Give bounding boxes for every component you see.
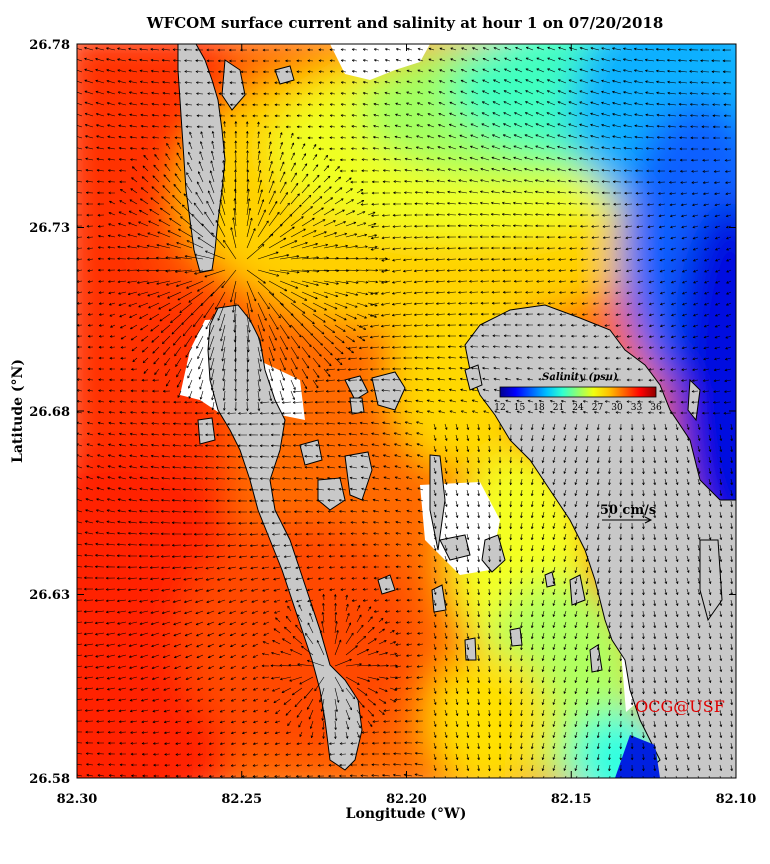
map-title: WFCOM surface current and salinity at ho… (146, 14, 664, 32)
y-tick-label: 26.63 (29, 588, 70, 603)
axis-ticks (76, 44, 737, 778)
current-vector-arrows (77, 46, 733, 778)
y-tick-label: 26.68 (29, 405, 70, 420)
colorbar-tick: 33 (631, 403, 643, 413)
colorbar: Salinity (psu) 12 15 18 21 24 27 30 33 3… (494, 372, 662, 413)
x-tick-label: 82.30 (57, 792, 98, 807)
scale-vector: 50 cm/s (600, 503, 656, 524)
colorbar-tick: 27 (592, 403, 604, 413)
colorbar-tick: 21 (553, 403, 564, 413)
colorbar-tick: 12 (494, 403, 505, 413)
y-tick-label: 26.58 (29, 772, 70, 787)
colorbar-tick: 18 (533, 403, 545, 413)
x-tick-label: 82.25 (221, 792, 262, 807)
y-tick-label: 26.78 (29, 38, 70, 53)
x-axis-title: Longitude (°W) (346, 806, 467, 822)
y-tick-label: 26.73 (29, 221, 70, 236)
x-tick-label: 82.15 (551, 792, 592, 807)
colorbar-tick: 36 (650, 403, 662, 413)
current-vector-field (77, 46, 733, 778)
x-tick-label: 82.10 (716, 792, 757, 807)
x-tick-label: 82.20 (386, 792, 427, 807)
scale-vector-label: 50 cm/s (600, 503, 656, 518)
colorbar-gradient (499, 386, 657, 398)
colorbar-title: Salinity (psu) (542, 372, 618, 383)
colorbar-tick: 15 (514, 403, 526, 413)
colorbar-tick: 30 (611, 403, 623, 413)
credit-label: OCG@USF (635, 697, 725, 716)
y-axis-title: Latitude (°N) (10, 359, 26, 463)
colorbar-tick: 24 (572, 403, 584, 413)
low-salinity-pocket (615, 735, 660, 778)
